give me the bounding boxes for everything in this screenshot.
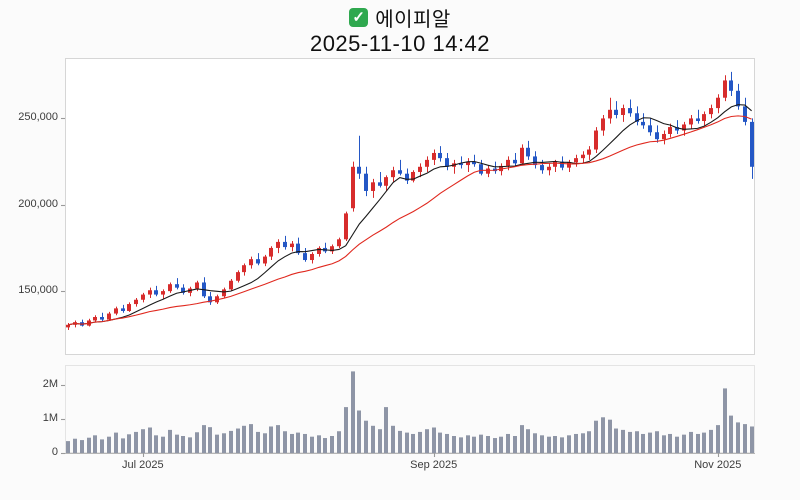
- title-row: 에이피알: [349, 5, 451, 31]
- stock-title: 에이피알: [375, 8, 451, 31]
- chart-header: 에이피알 2025-11-10 14:42: [0, 5, 800, 57]
- checkbox-checked-icon[interactable]: [349, 7, 369, 27]
- chart-datetime: 2025-11-10 14:42: [309, 31, 491, 56]
